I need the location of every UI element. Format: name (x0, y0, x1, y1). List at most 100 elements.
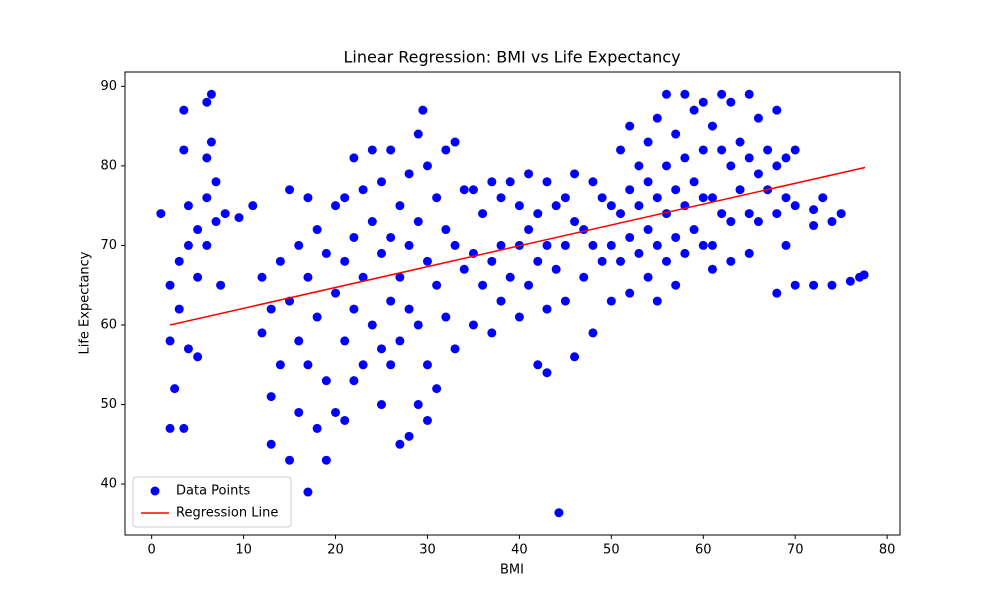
data-point (367, 217, 377, 227)
data-point (312, 225, 322, 235)
data-point (763, 145, 773, 155)
data-point (303, 193, 313, 203)
data-point (790, 201, 800, 211)
data-point (422, 161, 432, 171)
data-point (193, 272, 203, 282)
data-point (321, 455, 331, 465)
data-point (349, 376, 359, 386)
data-point (551, 264, 561, 274)
data-point (827, 280, 837, 290)
data-point (505, 177, 515, 187)
data-point (376, 248, 386, 258)
data-point (294, 336, 304, 346)
data-point (698, 193, 708, 203)
data-point (202, 97, 212, 107)
data-point (661, 256, 671, 266)
data-point (533, 360, 543, 370)
data-point (294, 407, 304, 417)
data-point (376, 344, 386, 354)
data-point (358, 360, 368, 370)
data-point (542, 304, 552, 314)
data-point (753, 113, 763, 123)
data-point (634, 201, 644, 211)
data-point (717, 145, 727, 155)
data-point (671, 129, 681, 139)
data-point (533, 256, 543, 266)
data-point (560, 193, 570, 203)
data-point (524, 280, 534, 290)
data-point (234, 213, 244, 223)
data-point (643, 177, 653, 187)
data-point (698, 97, 708, 107)
data-point (689, 177, 699, 187)
data-point (459, 264, 469, 274)
data-point (459, 185, 469, 195)
data-point (616, 256, 626, 266)
x-tick-label: 40 (511, 543, 528, 558)
data-point (183, 240, 193, 250)
data-point (395, 336, 405, 346)
data-point (294, 240, 304, 250)
data-point (554, 508, 564, 518)
legend-label: Data Points (176, 484, 250, 499)
data-point (386, 296, 396, 306)
data-point (404, 169, 414, 179)
data-point (597, 256, 607, 266)
data-point (349, 304, 359, 314)
data-point (671, 280, 681, 290)
data-point (331, 288, 341, 298)
data-point (266, 439, 276, 449)
data-point (661, 161, 671, 171)
data-point (179, 145, 189, 155)
data-point (211, 177, 221, 187)
legend-box (132, 476, 292, 528)
data-point (386, 360, 396, 370)
data-point (174, 256, 184, 266)
data-point (753, 169, 763, 179)
data-point (616, 145, 626, 155)
data-point (395, 439, 405, 449)
data-point (404, 240, 414, 250)
data-point (413, 320, 423, 330)
data-point (652, 193, 662, 203)
x-axis-label: BMI (500, 563, 524, 578)
data-point (533, 209, 543, 219)
data-point (487, 256, 497, 266)
data-point (616, 209, 626, 219)
data-point (717, 89, 727, 99)
data-point (698, 240, 708, 250)
plot-frame (124, 71, 901, 536)
data-point (744, 89, 754, 99)
data-point (331, 407, 341, 417)
data-point (689, 225, 699, 235)
data-point (772, 209, 782, 219)
chart-title: Linear Regression: BMI vs Life Expectanc… (343, 48, 680, 67)
data-point (542, 368, 552, 378)
data-point (478, 280, 488, 290)
data-point (183, 344, 193, 354)
data-point (367, 320, 377, 330)
data-point (367, 145, 377, 155)
data-point (266, 392, 276, 402)
data-point (707, 121, 717, 131)
data-point (570, 217, 580, 227)
data-point (193, 225, 203, 235)
data-point (606, 240, 616, 250)
data-point (661, 89, 671, 99)
data-point (404, 431, 414, 441)
data-point (312, 423, 322, 433)
x-tick-label: 70 (787, 543, 804, 558)
data-point (312, 312, 322, 322)
data-point (560, 296, 570, 306)
data-point (487, 328, 497, 338)
data-point (625, 185, 635, 195)
data-point (827, 217, 837, 227)
x-tick-label: 10 (235, 543, 252, 558)
data-point (707, 264, 717, 274)
data-point (211, 217, 221, 227)
data-point (836, 209, 846, 219)
data-point (285, 455, 295, 465)
data-point (588, 177, 598, 187)
data-point (579, 272, 589, 282)
data-point (781, 153, 791, 163)
